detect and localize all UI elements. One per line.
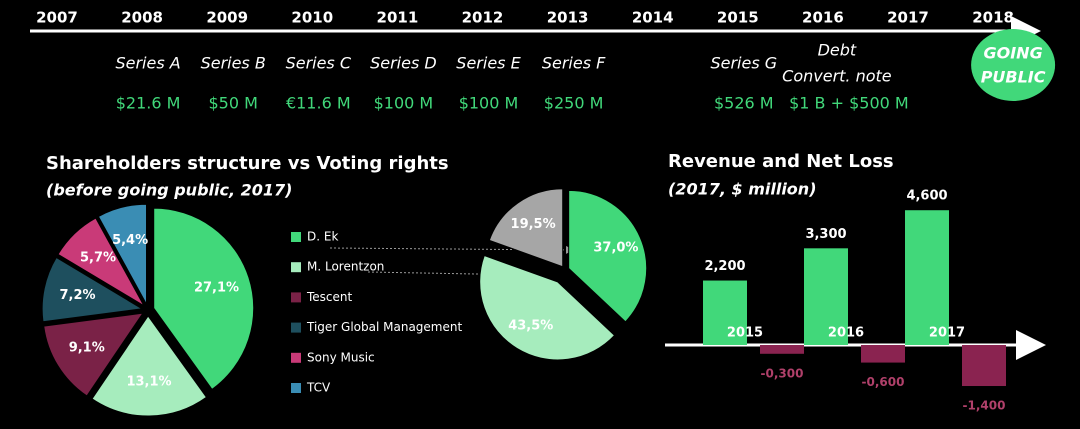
pie-slice <box>57 217 146 308</box>
bar <box>804 248 848 345</box>
bar-value: -0,600 <box>862 375 905 389</box>
slice-label: 5,4% <box>112 233 148 248</box>
bar-title: Revenue and Net Loss <box>668 151 894 172</box>
slice-label: 7,2% <box>59 288 95 303</box>
year-label: 2013 <box>547 9 589 27</box>
pie-subtitle: (before going public, 2017) <box>46 181 292 200</box>
pie-title: Shareholders structure vs Voting rights <box>46 153 449 174</box>
legend-swatch <box>291 232 301 242</box>
year-label: 2018 <box>972 9 1014 27</box>
pie-slice <box>153 207 255 391</box>
legend-swatch <box>291 383 301 393</box>
year-label: 2016 <box>802 9 844 27</box>
bar <box>760 345 804 354</box>
pie-slice <box>91 315 208 417</box>
pie-slice <box>43 312 144 397</box>
legend-label: TCV <box>306 381 331 395</box>
event-amount: $526 M <box>714 94 774 113</box>
bar <box>962 345 1006 387</box>
event-amount: $100 M <box>459 94 519 113</box>
pie-slice <box>568 189 648 323</box>
slice-label: 27,1% <box>194 280 239 295</box>
legend-swatch <box>291 292 301 303</box>
year-label: 2007 <box>36 9 78 27</box>
slice-label: 37,0% <box>593 240 638 255</box>
pie-slice <box>97 203 148 305</box>
legend-label: Tiger Global Management <box>306 320 462 334</box>
year-label: 2008 <box>121 9 163 27</box>
slice-label: 13,1% <box>126 374 171 389</box>
event-name: Series B <box>201 54 266 73</box>
x-tick-label: 2015 <box>727 326 763 341</box>
badge-text: GOING <box>983 44 1042 63</box>
year-label: 2017 <box>887 9 929 27</box>
year-label: 2012 <box>462 9 504 27</box>
event-amount: $100 M <box>374 94 434 113</box>
slice-label: 9,1% <box>69 340 105 355</box>
bar-value: 2,200 <box>704 259 745 274</box>
bar <box>905 210 949 345</box>
bar-value: 3,300 <box>805 227 846 242</box>
event-amount: $21.6 M <box>116 94 181 113</box>
x-tick-label: 2016 <box>828 326 864 341</box>
year-label: 2014 <box>632 9 674 27</box>
legend-swatch <box>291 262 301 273</box>
year-label: 2009 <box>206 9 248 27</box>
legend-label: Sony Music <box>307 350 375 364</box>
year-label: 2010 <box>291 9 333 27</box>
event-name: Series C <box>286 54 352 73</box>
event-name: Series D <box>370 54 437 73</box>
pie-slice <box>479 254 616 361</box>
legend-swatch <box>291 352 301 363</box>
bar-subtitle: (2017, $ million) <box>668 180 817 199</box>
slice-label: 5,7% <box>80 251 116 266</box>
event-name: Series F <box>542 54 606 73</box>
pie-slice <box>488 188 564 268</box>
slice-label: 19,5% <box>511 217 556 232</box>
event-name: Series A <box>115 54 180 73</box>
event-name: Debt <box>818 41 857 60</box>
legend-label: M. Lorentzon <box>307 260 384 274</box>
event-name: Series G <box>710 54 777 73</box>
x-tick-label: 2017 <box>929 326 965 341</box>
pie-slice <box>41 256 144 323</box>
bar <box>703 280 747 345</box>
event-amount: $50 M <box>208 94 257 113</box>
bar-value: 4,600 <box>906 189 947 204</box>
bar-value: -1,400 <box>963 399 1006 413</box>
year-label: 2015 <box>717 9 759 27</box>
event-amount: $250 M <box>544 94 604 113</box>
slice-label: 43,5% <box>508 318 553 333</box>
event-name: Series E <box>456 54 521 73</box>
bar-value: -0,300 <box>761 366 804 380</box>
legend-swatch <box>291 322 301 333</box>
bar <box>861 345 905 363</box>
badge <box>971 29 1056 101</box>
pointer <box>367 270 532 279</box>
legend-label: D. Ek <box>307 230 338 244</box>
legend-label: Tescent <box>306 290 353 304</box>
event-name: Convert. note <box>782 67 892 86</box>
event-amount: $1 B + $500 M <box>789 94 909 113</box>
badge-text: PUBLIC <box>981 68 1046 87</box>
year-label: 2011 <box>377 9 419 27</box>
event-amount: €11.6 M <box>286 94 351 113</box>
